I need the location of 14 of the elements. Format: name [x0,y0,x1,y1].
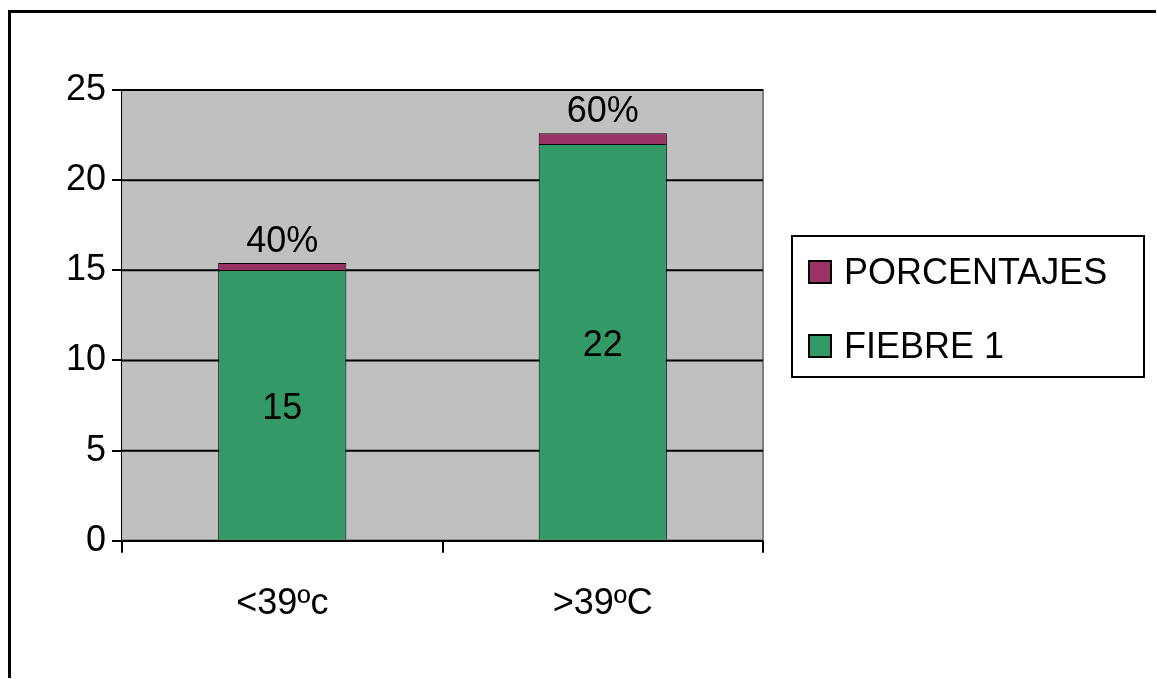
y-tick-label: 5 [86,427,107,469]
y-tick-label: 10 [66,337,107,379]
y-tick-label: 25 [66,66,107,108]
legend-label: PORCENTAJES [844,250,1108,293]
y-tick-label: 0 [86,517,107,559]
data-label: 40% [246,219,319,261]
x-tick-label: >39ºC [552,581,653,623]
data-label: 60% [566,89,639,131]
data-label: 15 [262,385,303,427]
legend-label: FIEBRE 1 [844,324,1005,367]
y-tick-label: 15 [66,247,107,289]
x-tick-label: <39ºc [236,581,329,623]
data-label: 22 [582,322,623,364]
y-tick-label: 20 [66,157,107,199]
